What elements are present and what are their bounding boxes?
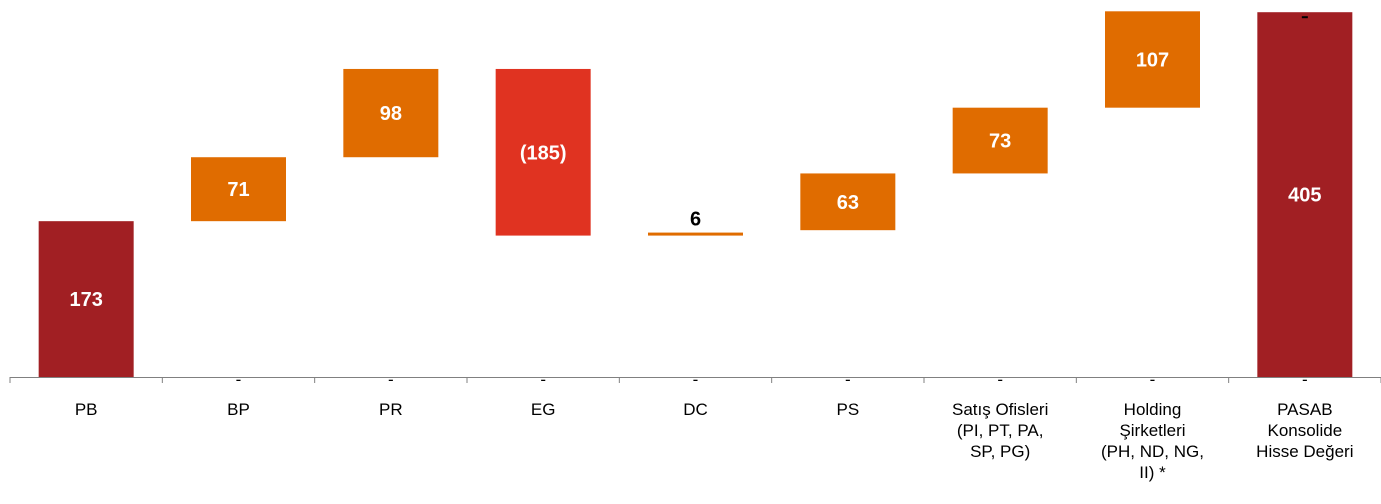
data-label: 71 — [227, 179, 249, 201]
x-tick-label: BP — [227, 400, 250, 419]
data-label: 173 — [69, 289, 102, 311]
baseline-value-label: - — [236, 370, 242, 389]
x-tick-label-line: Hisse Değeri — [1256, 442, 1353, 461]
bar-holding — [1105, 11, 1200, 108]
baseline-value-label: - — [1150, 370, 1156, 389]
x-tick-label: PR — [379, 400, 403, 419]
x-tick-label: Satış Ofisleri (PI, PT, PA, SP, PG) — [952, 400, 1048, 461]
x-tick-label-line: (PI, PT, PA, — [957, 421, 1044, 440]
baseline-value-label: - — [388, 370, 394, 389]
bar-ps — [800, 173, 896, 231]
x-tick-label-line: PR — [379, 400, 403, 419]
x-tick-label-line: (PH, ND, NG, — [1101, 442, 1204, 461]
x-tick-label-line: PS — [836, 400, 859, 419]
data-label: 73 — [989, 131, 1011, 153]
x-tick-label-line: Satış Ofisleri — [952, 400, 1048, 419]
x-tick-label-line: SP, PG) — [970, 442, 1030, 461]
data-label: 107 — [1136, 49, 1169, 71]
x-tick-label: Holding Şirketleri (PH, ND, NG, II) * — [1101, 400, 1204, 482]
data-label: 63 — [837, 192, 859, 214]
bar-eg — [495, 68, 591, 236]
x-tick-label-line: PB — [75, 400, 98, 419]
baseline-value-label: - — [540, 370, 546, 389]
data-label: 405 — [1288, 185, 1321, 207]
x-tick-label-line: II) * — [1139, 463, 1166, 482]
baseline-value-label: - — [693, 370, 699, 389]
x-tick-label: DC — [683, 400, 708, 419]
baseline-value-label: - — [845, 370, 851, 389]
x-tick-label-line: PASAB — [1277, 400, 1332, 419]
data-label: (185) — [520, 142, 567, 164]
x-tick-label-line: Konsolide — [1267, 421, 1342, 440]
x-tick-label: PASAB Konsolide Hisse Değeri — [1256, 400, 1353, 461]
baseline-value-label: - — [1302, 370, 1308, 389]
bar-dc — [648, 232, 743, 236]
baseline-value-label: - — [997, 370, 1003, 389]
x-tick-label-line: Şirketleri — [1119, 421, 1185, 440]
bar-pb — [38, 221, 134, 377]
data-label: 98 — [380, 103, 402, 125]
bar-pr — [343, 68, 439, 158]
x-tick-label-line: BP — [227, 400, 250, 419]
x-tick-label: PS — [836, 400, 859, 419]
x-tick-label-line: Holding — [1124, 400, 1182, 419]
x-tick-label-line: EG — [531, 400, 556, 419]
x-tick-label-line: DC — [683, 400, 708, 419]
x-tick-label: PB — [75, 400, 98, 419]
bar-top-marker — [1301, 16, 1308, 19]
bar-bp — [191, 157, 286, 222]
x-tick-label: EG — [531, 400, 556, 419]
bar-satış — [952, 107, 1048, 174]
bar-pasab — [1257, 12, 1353, 378]
data-label: 6 — [690, 209, 701, 231]
